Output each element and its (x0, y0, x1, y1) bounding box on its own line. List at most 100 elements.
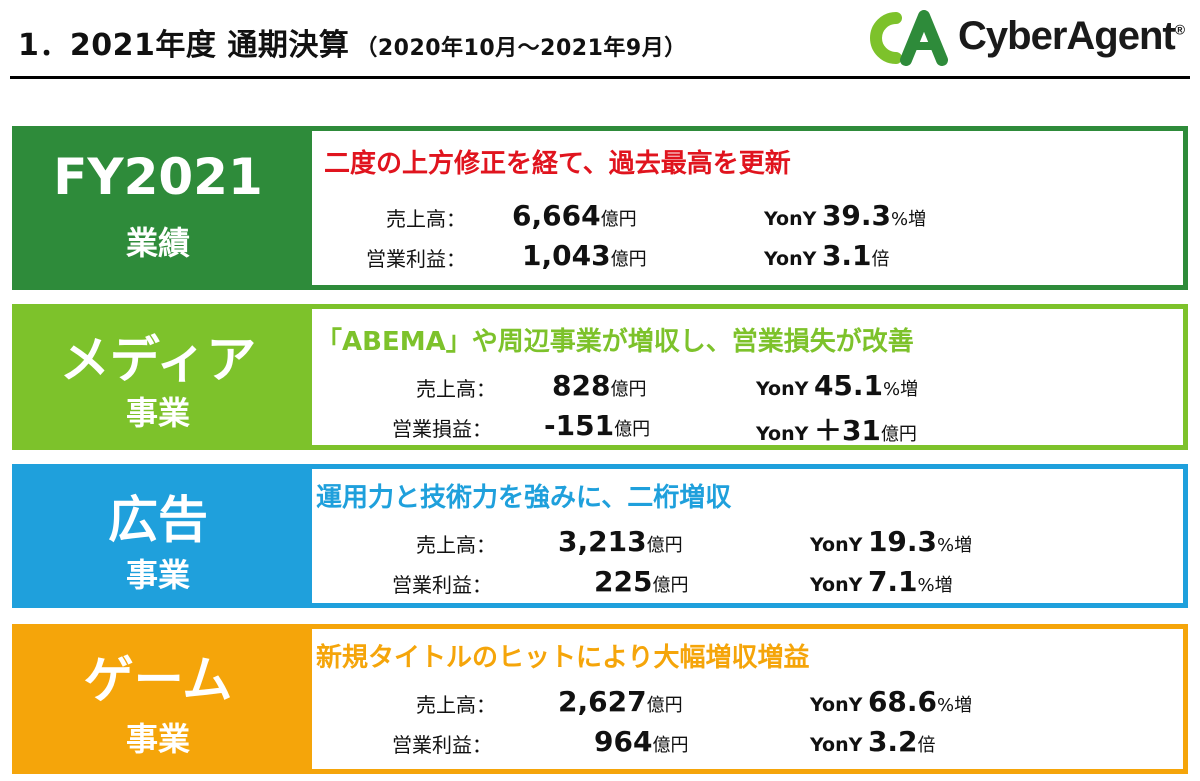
metric-value-group: 225億円 (594, 565, 688, 598)
metric-value: 964 (594, 725, 653, 758)
page-header: 1．2021年度 通期決算 （2020年10月～2021年9月） CyberAge… (0, 0, 1200, 80)
yoy-value: 68.6 (867, 685, 938, 718)
yoy-label: YonY (756, 423, 809, 445)
metric-label: 営業利益： (392, 573, 492, 597)
section-label: FY2021 業績 (12, 126, 304, 290)
metric-value-group: 2,627億円 (558, 685, 683, 718)
yoy-unit: 倍 (917, 735, 936, 756)
metric-row: 売上高： 6,664億円 YonY 39.3%増 (312, 199, 1183, 235)
yoy-unit: %増 (883, 379, 919, 400)
section-label-main: 広告 (108, 491, 208, 549)
yoy-value: 45.1 (813, 369, 884, 402)
metric-row: 営業損益： -151億円 YonY ＋31億円 (312, 409, 1183, 447)
yoy-group: YonY 3.2倍 (810, 725, 936, 758)
yoy-value: 19.3 (867, 525, 938, 558)
section-label-main: FY2021 (53, 148, 263, 206)
section-fy2021: FY2021 業績 二度の上方修正を経て、過去最高を更新 売上高： 6,664億… (12, 126, 1188, 290)
metric-unit: 億円 (610, 249, 647, 270)
metric-label: 営業利益： (366, 247, 466, 271)
ca-logo-mark-icon (870, 10, 948, 66)
yoy-label: YonY (810, 734, 863, 756)
yoy-label: YonY (810, 534, 863, 556)
yoy-group: YonY 7.1%増 (810, 565, 953, 598)
metric-unit: 億円 (600, 209, 637, 230)
section-label: 広告 事業 (12, 464, 304, 608)
section-headline: 運用力と技術力を強みに、二桁増収 (316, 483, 732, 513)
yoy-value: ＋31 (813, 414, 881, 447)
yoy-value: 3.2 (867, 725, 918, 758)
yoy-unit: %増 (891, 209, 927, 230)
yoy-unit: 億円 (880, 424, 917, 445)
metric-row: 売上高： 828億円 YonY 45.1%増 (312, 369, 1183, 405)
section-headline: 「ABEMA」や周辺事業が増収し、営業損失が改善 (316, 327, 914, 357)
yoy-label: YonY (756, 378, 809, 400)
section-game: ゲーム 事業 新規タイトルのヒットにより大幅増収増益 売上高： 2,627億円 … (12, 624, 1188, 774)
header-divider (10, 76, 1190, 79)
metric-value: 3,213 (558, 525, 647, 558)
section-label-sub: 事業 (125, 394, 190, 432)
metric-value: -151 (544, 409, 615, 442)
yoy-group: YonY 19.3%増 (810, 525, 972, 558)
section-advertising: 広告 事業 運用力と技術力を強みに、二桁増収 売上高： 3,213億円 YonY… (12, 464, 1188, 608)
metric-value: 6,664 (512, 199, 601, 232)
yoy-label: YonY (810, 694, 863, 716)
yoy-unit: %増 (937, 695, 973, 716)
section-label-main: メディア (59, 331, 257, 389)
metric-value-group: 964億円 (594, 725, 688, 758)
metric-value: 2,627 (558, 685, 647, 718)
title-text: 1．2021年度 通期決算 (18, 28, 350, 63)
section-label: ゲーム 事業 (12, 624, 304, 774)
metric-unit: 億円 (646, 535, 683, 556)
metric-value-group: -151億円 (544, 409, 650, 442)
yoy-unit: %増 (917, 575, 953, 596)
yoy-group: YonY 68.6%増 (810, 685, 972, 718)
metric-label: 営業利益： (392, 733, 492, 757)
section-label-sub: 事業 (125, 556, 190, 594)
section-label-sub: 事業 (125, 720, 190, 758)
yoy-group: YonY 39.3%増 (764, 199, 926, 232)
section-label: メディア 事業 (12, 304, 304, 450)
metric-unit: 億円 (652, 735, 689, 756)
yoy-value: 7.1 (867, 565, 918, 598)
metric-row: 営業利益： 225億円 YonY 7.1%増 (312, 565, 1183, 601)
metric-row: 営業利益： 964億円 YonY 3.2倍 (312, 725, 1183, 761)
logo-wordmark: CyberAgent® (958, 14, 1185, 59)
metric-unit: 億円 (610, 379, 647, 400)
title-period: （2020年10月～2021年9月） (355, 36, 687, 61)
yoy-unit: 倍 (871, 249, 890, 270)
section-label-main: ゲーム (83, 651, 233, 709)
metric-unit: 億円 (652, 575, 689, 596)
metric-value: 828 (552, 369, 611, 402)
metric-value: 225 (594, 565, 653, 598)
metric-unit: 億円 (646, 695, 683, 716)
metric-value-group: 3,213億円 (558, 525, 683, 558)
metric-label: 売上高： (416, 377, 496, 401)
metric-row: 売上高： 2,627億円 YonY 68.6%増 (312, 685, 1183, 721)
metric-value: 1,043 (522, 239, 611, 272)
yoy-group: YonY 45.1%増 (756, 369, 918, 402)
logo-text: CyberAgent (958, 14, 1176, 58)
yoy-label: YonY (764, 208, 817, 230)
metric-unit: 億円 (614, 419, 651, 440)
section-media: メディア 事業 「ABEMA」や周辺事業が増収し、営業損失が改善 売上高： 82… (12, 304, 1188, 450)
section-panel: 「ABEMA」や周辺事業が増収し、営業損失が改善 売上高： 828億円 YonY… (304, 304, 1188, 450)
metric-label: 営業損益： (392, 417, 492, 441)
section-panel: 新規タイトルのヒットにより大幅増収増益 売上高： 2,627億円 YonY 68… (304, 624, 1188, 774)
yoy-label: YonY (810, 574, 863, 596)
page-title: 1．2021年度 通期決算 （2020年10月～2021年9月） (18, 20, 687, 64)
metric-label: 売上高： (416, 693, 496, 717)
section-headline: 二度の上方修正を経て、過去最高を更新 (324, 149, 791, 179)
cyberagent-logo: CyberAgent® (866, 10, 1186, 70)
metric-label: 売上高： (386, 207, 466, 231)
section-panel: 運用力と技術力を強みに、二桁増収 売上高： 3,213億円 YonY 19.3%… (304, 464, 1188, 608)
section-panel: 二度の上方修正を経て、過去最高を更新 売上高： 6,664億円 YonY 39.… (304, 126, 1188, 290)
registered-mark: ® (1174, 21, 1185, 38)
metric-row: 営業利益： 1,043億円 YonY 3.1倍 (312, 239, 1183, 275)
yoy-group: YonY 3.1倍 (764, 239, 890, 272)
yoy-label: YonY (764, 248, 817, 270)
metric-row: 売上高： 3,213億円 YonY 19.3%増 (312, 525, 1183, 561)
yoy-group: YonY ＋31億円 (756, 409, 917, 449)
yoy-unit: %増 (937, 535, 973, 556)
metric-value-group: 1,043億円 (522, 239, 647, 272)
section-headline: 新規タイトルのヒットにより大幅増収増益 (316, 643, 810, 673)
